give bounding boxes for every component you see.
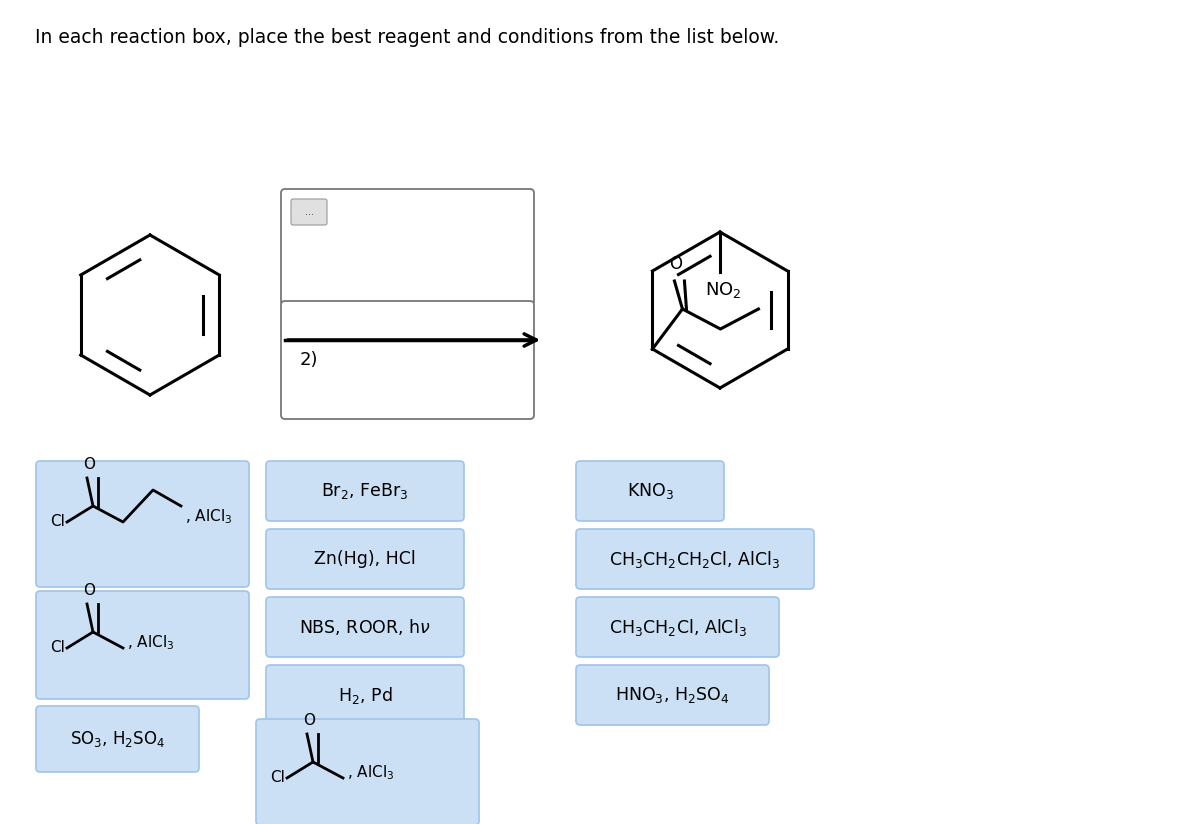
- Text: H$_2$, Pd: H$_2$, Pd: [338, 685, 393, 705]
- FancyBboxPatch shape: [266, 461, 464, 521]
- Text: Cl: Cl: [270, 770, 285, 785]
- Text: O: O: [669, 255, 682, 273]
- FancyBboxPatch shape: [256, 719, 479, 824]
- Text: NO$_2$: NO$_2$: [704, 280, 741, 300]
- Text: In each reaction box, place the best reagent and conditions from the list below.: In each reaction box, place the best rea…: [36, 28, 779, 47]
- Text: 2): 2): [300, 351, 319, 369]
- Text: CH$_3$CH$_2$Cl, AlCl$_3$: CH$_3$CH$_2$Cl, AlCl$_3$: [608, 616, 746, 638]
- FancyBboxPatch shape: [281, 189, 534, 305]
- FancyBboxPatch shape: [576, 461, 723, 521]
- Text: SO$_3$, H$_2$SO$_4$: SO$_3$, H$_2$SO$_4$: [70, 729, 165, 749]
- Text: O: O: [83, 457, 95, 472]
- Text: NBS, ROOR, h$\nu$: NBS, ROOR, h$\nu$: [299, 617, 431, 637]
- Text: Br$_2$, FeBr$_3$: Br$_2$, FeBr$_3$: [321, 481, 409, 501]
- Text: O: O: [83, 583, 95, 598]
- Text: CH$_3$CH$_2$CH$_2$Cl, AlCl$_3$: CH$_3$CH$_2$CH$_2$Cl, AlCl$_3$: [610, 549, 780, 569]
- Text: , AlCl$_3$: , AlCl$_3$: [185, 508, 232, 527]
- FancyBboxPatch shape: [576, 665, 769, 725]
- FancyBboxPatch shape: [266, 597, 464, 657]
- FancyBboxPatch shape: [36, 591, 249, 699]
- Text: ...: ...: [305, 207, 313, 217]
- FancyBboxPatch shape: [36, 461, 249, 587]
- FancyBboxPatch shape: [576, 529, 814, 589]
- Text: , AlCl$_3$: , AlCl$_3$: [127, 634, 174, 653]
- FancyBboxPatch shape: [291, 199, 327, 225]
- Text: Cl: Cl: [50, 640, 65, 656]
- FancyBboxPatch shape: [266, 665, 464, 725]
- Text: KNO$_3$: KNO$_3$: [626, 481, 674, 501]
- FancyBboxPatch shape: [576, 597, 779, 657]
- Text: Zn(Hg), HCl: Zn(Hg), HCl: [314, 550, 416, 568]
- Text: HNO$_3$, H$_2$SO$_4$: HNO$_3$, H$_2$SO$_4$: [616, 685, 729, 705]
- FancyBboxPatch shape: [266, 529, 464, 589]
- Text: , AlCl$_3$: , AlCl$_3$: [347, 764, 394, 782]
- FancyBboxPatch shape: [281, 301, 534, 419]
- FancyBboxPatch shape: [36, 706, 199, 772]
- Text: Cl: Cl: [50, 514, 65, 530]
- Text: O: O: [302, 713, 315, 728]
